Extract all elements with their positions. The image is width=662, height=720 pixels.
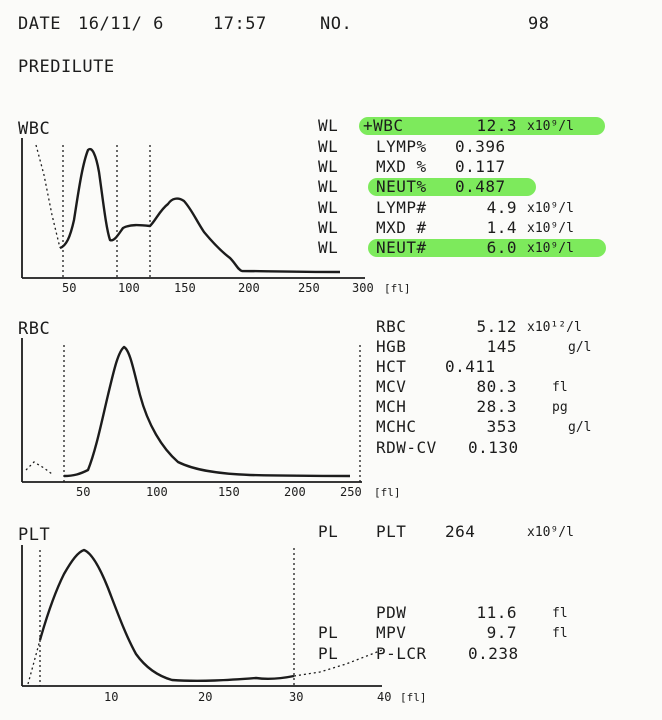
param-unit: x10⁹/l [527,201,574,216]
plt-tick-30: 30 [289,690,304,704]
param-name: LYMP# [376,198,427,217]
param-value: 0.411 [445,357,496,376]
param-unit: pg [552,400,568,415]
param-name: MCV [376,377,407,396]
rbc-axis-unit: [fl] [374,486,401,499]
highlight-marker [359,117,605,135]
time-value: 17:57 [213,14,267,34]
wbc-tick-250: 250 [298,281,320,295]
param-value: 1.4 [486,218,517,237]
param-name: P-LCR [376,644,427,663]
param-value: 353 [486,417,517,436]
param-value: 0.117 [455,157,506,176]
rbc-tick-50: 50 [76,485,91,499]
param-unit: x10⁹/l [527,221,574,236]
param-unit: x10⁹/l [527,119,574,134]
plt-curve [38,548,295,683]
rbc-curve [63,345,351,478]
param-name: +WBC [363,116,404,135]
param-name: PLT [376,522,407,541]
rbc-tick-200: 200 [284,485,306,499]
param-name: HGB [376,337,407,356]
flag-code: PL [318,522,339,541]
param-name: MPV [376,623,407,642]
plt-title: PLT [18,525,51,545]
sample-no-value: 98 [528,14,550,34]
param-name: NEUT# [376,238,427,257]
flag-code: PL [318,623,339,642]
param-value: 264 [445,522,476,541]
param-name: NEUT% [376,177,427,196]
highlight-marker [368,178,536,196]
param-unit: fl [552,380,568,395]
param-name: HCT [376,357,407,376]
param-unit: x10⁹/l [527,241,574,256]
param-value: 11.6 [476,603,517,622]
param-value: 4.9 [486,198,517,217]
wbc-tick-100: 100 [118,281,140,295]
date-label: DATE [18,14,61,34]
rbc-tick-150: 150 [218,485,240,499]
param-value: 0.396 [455,137,506,156]
param-value: 12.3 [476,116,517,135]
param-name: MXD % [376,157,427,176]
plt-axis-unit: [fl] [400,691,427,704]
param-value: 80.3 [476,377,517,396]
param-name: MXD # [376,218,427,237]
wbc-title: WBC [18,119,51,139]
wbc-tick-150: 150 [174,281,196,295]
param-value: 145 [486,337,517,356]
param-value: 0.487 [455,177,506,196]
plt-tick-10: 10 [104,690,119,704]
rbc-title: RBC [18,319,51,339]
flag-code: WL [318,157,339,176]
param-name: RBC [376,317,407,336]
param-value: 6.0 [486,238,517,257]
flag-code: WL [318,198,339,217]
flag-code: PL [318,644,339,663]
param-name: MCHC [376,417,417,436]
param-unit: fl [552,606,568,621]
mode-label: PREDILUTE [18,57,115,77]
rbc-tick-250: 250 [340,485,362,499]
wbc-tick-200: 200 [238,281,260,295]
param-value: 5.12 [476,317,517,336]
flag-code: WL [318,137,339,156]
param-value: 0.238 [468,644,519,663]
wbc-axis-unit: [fl] [384,282,411,295]
plt-lower-tail [27,639,41,685]
date-value: 16/11/ 6 [78,14,164,34]
param-value: 9.7 [486,623,517,642]
param-value: 28.3 [476,397,517,416]
flag-code: WL [318,238,339,257]
param-value: 0.130 [468,438,519,457]
param-name: PDW [376,603,407,622]
param-unit: g/l [568,420,592,435]
rbc-lower-tail [25,461,53,475]
param-name: LYMP% [376,137,427,156]
flag-code: WL [318,177,339,196]
sample-no-label: NO. [320,14,353,34]
param-name: RDW-CV [376,438,437,457]
wbc-lower-tail [35,144,61,249]
param-unit: x10⁹/l [527,525,574,540]
wbc-tick-300: 300 [352,281,374,295]
flag-code: WL [318,116,339,135]
rbc-tick-100: 100 [146,485,168,499]
wbc-curve [59,147,341,274]
param-unit: x10¹²/l [527,320,582,335]
flag-code: WL [318,218,339,237]
plt-tick-40: 40 [377,690,392,704]
highlight-marker [368,239,606,257]
plt-tick-20: 20 [198,690,213,704]
param-unit: fl [552,626,568,641]
wbc-tick-50: 50 [62,281,77,295]
param-unit: g/l [568,340,592,355]
param-name: MCH [376,397,407,416]
